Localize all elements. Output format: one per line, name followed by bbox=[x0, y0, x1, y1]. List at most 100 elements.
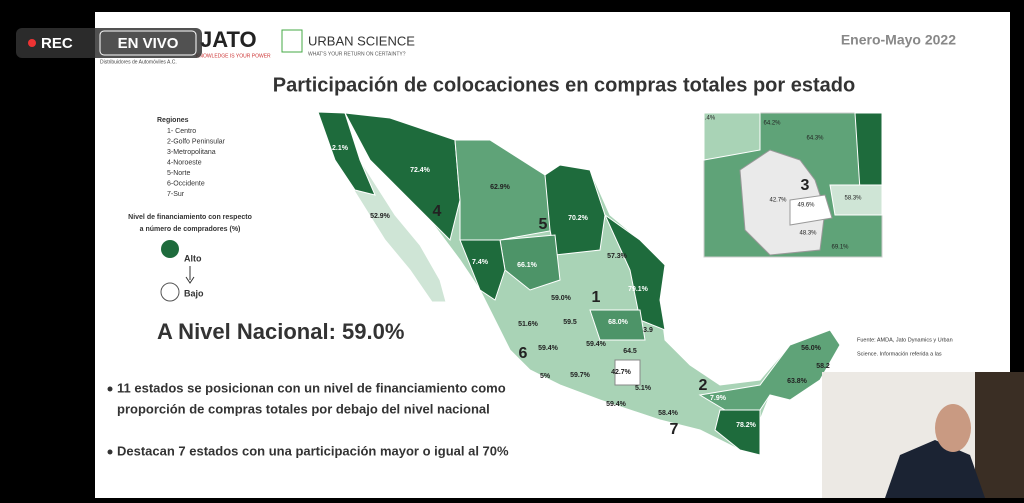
region-number: 1 bbox=[592, 289, 601, 306]
region-item: 5-Norte bbox=[167, 170, 190, 177]
low-swatch bbox=[160, 282, 180, 302]
person-head bbox=[935, 404, 971, 452]
regions-list: 1- Centro 2-Golfo Peninsular 3-Metropolita… bbox=[167, 128, 226, 198]
inset-state bbox=[829, 184, 883, 216]
state bbox=[459, 239, 506, 301]
state-value: 3.9 bbox=[643, 327, 653, 334]
logo: JATO bbox=[200, 27, 257, 52]
regions-title: Regiones bbox=[157, 117, 189, 124]
state-value: 63.8% bbox=[787, 378, 808, 385]
region-number: 4 bbox=[433, 203, 442, 220]
source: Science. Información referida a las bbox=[857, 351, 942, 357]
bullet-text: Destacan 7 estados con una participación… bbox=[117, 443, 509, 458]
rec: REC bbox=[41, 35, 73, 52]
inset-state bbox=[789, 194, 833, 226]
webcam bbox=[822, 372, 1024, 498]
logo-sub: Distribuidores de Automóviles A.C. bbox=[100, 59, 177, 65]
state-value: 62.9% bbox=[490, 184, 511, 191]
brand-tag: WHAT'S YOUR RETURN ON CERTAINTY? bbox=[308, 51, 406, 57]
map bbox=[317, 111, 841, 456]
state-value: 59.0% bbox=[551, 295, 572, 302]
state bbox=[344, 112, 461, 241]
live-box bbox=[99, 30, 197, 56]
source: Fuente: AMDA, Jato Dynamics y Urban bbox=[857, 337, 953, 343]
region-item: 4-Noroeste bbox=[167, 159, 202, 166]
inset-value: 48.3% bbox=[799, 231, 817, 237]
state-value: 70.2% bbox=[568, 215, 589, 222]
bullet-text: proporción de compras totales por debajo… bbox=[117, 401, 490, 416]
bullet bbox=[107, 386, 113, 392]
state-value: 58.2 bbox=[816, 363, 830, 370]
scale-title: a número de compradores (%) bbox=[140, 226, 241, 233]
region-number: 6 bbox=[519, 345, 528, 362]
person-body bbox=[885, 440, 985, 498]
inset-value: 49.6% bbox=[797, 203, 815, 209]
state-value: 78.2% bbox=[736, 422, 757, 429]
inset-value: 42.7% bbox=[769, 198, 787, 204]
state-value: 64.5 bbox=[623, 348, 637, 355]
state-value: 58.4% bbox=[658, 410, 679, 417]
state-value: 52.9% bbox=[370, 213, 391, 220]
brand-icon bbox=[281, 29, 303, 53]
inset-value: .4% bbox=[705, 116, 716, 122]
stream-bar bbox=[16, 28, 202, 58]
region-number: 3 bbox=[801, 177, 810, 194]
region-number: 5 bbox=[539, 216, 548, 233]
shelf bbox=[975, 372, 1024, 498]
brand: URBAN SCIENCE bbox=[308, 33, 415, 48]
state bbox=[454, 139, 556, 241]
state bbox=[544, 164, 606, 256]
state bbox=[603, 213, 666, 331]
state-value: 57.3% bbox=[607, 253, 628, 260]
state-value: 66.1% bbox=[517, 262, 538, 269]
region-item: 6-Occidente bbox=[167, 180, 205, 187]
state bbox=[614, 359, 641, 386]
high-swatch bbox=[161, 240, 179, 258]
state-value: 72.4% bbox=[410, 167, 431, 174]
state-value: 42.7% bbox=[611, 369, 632, 376]
region-item: 3-Metropolitana bbox=[167, 149, 216, 156]
state-value: 2.1% bbox=[332, 145, 349, 152]
state-value: 59.4% bbox=[538, 345, 559, 352]
region-number: 2 bbox=[699, 377, 708, 394]
scale-title: Nivel de financiamiento con respecto bbox=[128, 214, 252, 221]
inset-value: 64.2% bbox=[763, 121, 781, 127]
state-value: 59.5 bbox=[563, 319, 577, 326]
inset-value: 64.3% bbox=[806, 136, 824, 142]
state-value: 7.9% bbox=[710, 395, 727, 402]
region-item: 1- Centro bbox=[167, 128, 196, 135]
arrow-head bbox=[185, 276, 195, 284]
high-label: Alto bbox=[184, 253, 202, 263]
state-value: 5% bbox=[540, 373, 551, 380]
inset-value: 58.3% bbox=[844, 196, 862, 202]
period: Enero-Mayo 2022 bbox=[841, 32, 956, 48]
title: Participación de colocaciones en compras… bbox=[273, 74, 855, 96]
state bbox=[589, 309, 646, 341]
state-value: 51.6% bbox=[518, 321, 539, 328]
region-item: 2-Golfo Peninsular bbox=[167, 138, 226, 145]
low-label: Bajo bbox=[184, 288, 204, 298]
map-labels: 2.1% 72.4% 62.9% 52.9% 70.2% 66.1% 57.3% 79.1% 7… bbox=[332, 145, 830, 438]
region-number: 7 bbox=[670, 421, 679, 438]
state-value: 79.1% bbox=[628, 286, 649, 293]
bullet bbox=[107, 449, 113, 455]
rec-dot bbox=[28, 39, 36, 47]
region-item: 7-Sur bbox=[167, 191, 185, 198]
state-value: 59.4% bbox=[586, 341, 607, 348]
state-value: 7.4% bbox=[472, 259, 489, 266]
inset-state bbox=[703, 112, 761, 161]
state-value: 5.1% bbox=[635, 385, 652, 392]
bullet-text: 11 estados se posicionan con un nivel de… bbox=[117, 380, 506, 395]
inset-labels: .4% 64.2% 64.3% 42.7% 49.6% 58.3% 48.3% 69.1% 3 bbox=[705, 116, 862, 251]
inset-state bbox=[854, 112, 883, 191]
state bbox=[714, 409, 761, 456]
state-value: 59.4% bbox=[606, 401, 627, 408]
inset-value: 69.1% bbox=[831, 245, 849, 251]
state-value: 56.0% bbox=[801, 345, 822, 352]
national: A Nivel Nacional: 59.0% bbox=[157, 319, 404, 344]
logo-tag: KNOWLEDGE IS YOUR POWER bbox=[196, 53, 271, 59]
live: EN VIVO bbox=[118, 35, 179, 52]
state-value: 68.0% bbox=[608, 319, 629, 326]
state-value: 59.7% bbox=[570, 372, 591, 379]
